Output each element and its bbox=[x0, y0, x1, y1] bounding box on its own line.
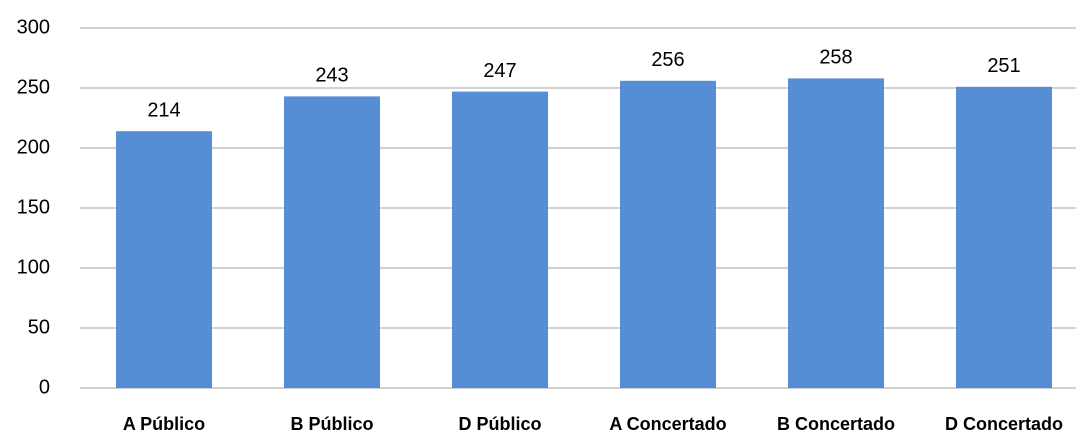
data-label: 258 bbox=[819, 47, 852, 69]
y-tick-label: 250 bbox=[17, 76, 50, 98]
x-tick-label: A Público bbox=[123, 414, 205, 434]
y-tick-label: 200 bbox=[17, 136, 50, 158]
data-label: 251 bbox=[987, 55, 1020, 77]
data-label: 214 bbox=[147, 99, 180, 121]
bar bbox=[788, 78, 884, 389]
x-tick-label: D Concertado bbox=[945, 414, 1063, 434]
y-tick-label: 300 bbox=[17, 16, 50, 38]
bar bbox=[956, 86, 1052, 389]
bar bbox=[284, 96, 380, 389]
data-label: 243 bbox=[315, 65, 348, 87]
x-tick-label: B Público bbox=[290, 414, 373, 434]
y-tick-label: 0 bbox=[39, 376, 50, 398]
data-label: 256 bbox=[651, 49, 684, 71]
y-tick-label: 150 bbox=[17, 196, 50, 218]
y-tick-label: 50 bbox=[28, 316, 50, 338]
bar bbox=[620, 80, 716, 389]
data-label: 247 bbox=[483, 60, 516, 82]
x-tick-label: A Concertado bbox=[609, 414, 726, 434]
y-tick-label: 100 bbox=[17, 256, 50, 278]
bar bbox=[452, 91, 548, 388]
bar bbox=[116, 131, 212, 388]
x-tick-label: D Público bbox=[458, 414, 541, 434]
x-tick-label: B Concertado bbox=[777, 414, 895, 434]
